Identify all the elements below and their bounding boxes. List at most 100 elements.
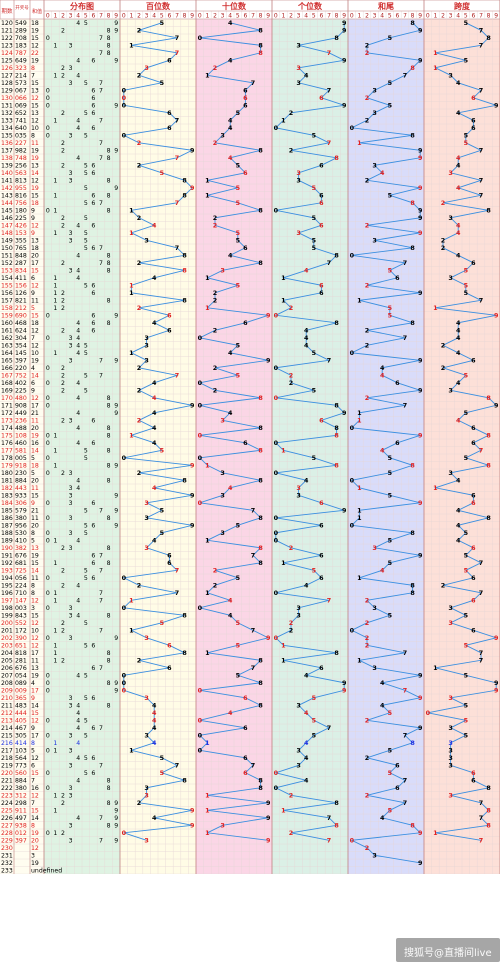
trend-mark: 0 — [122, 101, 127, 109]
distribution-mark: 8 — [107, 253, 111, 260]
draw-number: 230 — [15, 470, 27, 477]
draw-number: 483 — [15, 703, 27, 710]
distribution-mark: 5 — [84, 755, 88, 762]
trend-mark: 8 — [258, 26, 263, 34]
trend-mark: 1 — [205, 71, 209, 79]
distribution-mark: 5 — [84, 718, 88, 725]
digit-header: 7 — [479, 13, 483, 20]
distribution-mark: 0 — [46, 313, 50, 320]
distribution-mark: 5 — [84, 388, 88, 395]
sum-value: 4 — [31, 680, 35, 687]
trend-mark: 3 — [448, 169, 452, 177]
distribution-mark: 9 — [114, 680, 118, 687]
distribution-mark: 9 — [114, 838, 118, 845]
draw-number: 236 — [15, 418, 27, 425]
distribution-mark: 4 — [76, 320, 80, 327]
distribution-mark: 9 — [114, 800, 118, 807]
trend-mark: 8 — [258, 424, 263, 432]
sum-value: 11 — [31, 298, 39, 305]
sum-value: 12 — [31, 635, 39, 642]
sum-value: 8 — [31, 65, 35, 72]
distribution-mark: 5 — [84, 575, 88, 582]
trend-mark: 8 — [410, 199, 415, 207]
trend-mark: 8 — [258, 259, 263, 267]
sum-value: 18 — [31, 245, 39, 252]
distribution-mark: 4 — [76, 710, 80, 717]
trend-mark: 7 — [403, 259, 407, 267]
trend-mark: 2 — [365, 49, 369, 57]
trend-mark: 7 — [327, 49, 331, 57]
sum-value: 7 — [31, 335, 35, 342]
trend-mark: 1 — [205, 176, 209, 184]
sum-value: 8 — [31, 590, 35, 597]
sum-value: 18 — [31, 200, 39, 207]
trend-mark: 5 — [464, 139, 468, 147]
trend-mark: 4 — [456, 319, 461, 327]
distribution-mark: 3 — [69, 230, 73, 237]
period-label: 210 — [1, 695, 13, 702]
period-label: 205 — [1, 658, 13, 665]
trend-mark: 3 — [144, 236, 148, 244]
trend-mark: 4 — [380, 701, 385, 709]
trend-mark: 1 — [129, 746, 133, 754]
distribution-mark: 7 — [99, 200, 103, 207]
trend-mark: 5 — [464, 731, 468, 739]
period-label: 152 — [1, 260, 13, 267]
draw-number: 530 — [15, 530, 27, 537]
sum-value: 4 — [31, 365, 35, 372]
trend-mark: 1 — [205, 274, 209, 282]
trend-mark: 5 — [236, 199, 240, 207]
distribution-mark: 8 — [107, 425, 111, 432]
digit-header: 0 — [426, 13, 430, 20]
period-label: 200 — [1, 620, 13, 627]
trend-mark: 9 — [266, 356, 271, 364]
distribution-mark: 4 — [76, 73, 80, 80]
trend-mark: 5 — [312, 244, 316, 252]
trend-mark: 3 — [448, 694, 452, 702]
distribution-mark: 6 — [91, 755, 95, 762]
trend-mark: 1 — [205, 649, 209, 657]
distribution-mark: 1 — [53, 808, 57, 815]
period-label: 168 — [1, 380, 13, 387]
trend-mark: 1 — [205, 191, 209, 199]
distribution-mark: 0 — [46, 770, 50, 777]
period-label: 145 — [1, 208, 13, 215]
sum-value: 5 — [31, 305, 35, 312]
trend-mark: 3 — [296, 176, 300, 184]
trend-mark: 8 — [410, 244, 415, 252]
digit-header: 0 — [274, 13, 278, 20]
sum-value: 12 — [31, 283, 39, 290]
period-label: 190 — [1, 545, 13, 552]
trend-mark: 6 — [243, 101, 248, 109]
distribution-mark: 3 — [69, 238, 73, 245]
distribution-mark: 7 — [99, 50, 103, 57]
trend-mark: 6 — [471, 439, 476, 447]
trend-mark: 0 — [198, 431, 203, 439]
distribution-mark: 8 — [107, 703, 111, 710]
trend-mark: 1 — [281, 559, 285, 567]
period-label: 169 — [1, 388, 13, 395]
trend-mark: 7 — [403, 686, 407, 694]
trend-mark: 3 — [220, 469, 224, 477]
trend-mark: 0 — [198, 499, 203, 507]
trend-mark: 3 — [144, 784, 148, 792]
trend-mark: 3 — [296, 64, 300, 72]
digit-header: 1 — [129, 13, 133, 20]
trend-mark: 5 — [312, 131, 316, 139]
sum-value: 11 — [31, 418, 39, 425]
draw-number: 690 — [15, 313, 27, 320]
trend-mark: 6 — [167, 551, 172, 559]
sum-value: 14 — [31, 373, 39, 380]
period-label: 220 — [1, 770, 13, 777]
trend-mark: 1 — [433, 829, 437, 837]
distribution-mark: 1 — [53, 305, 57, 312]
distribution-mark: 6 — [91, 320, 95, 327]
sum-value: 11 — [31, 515, 39, 522]
trend-mark: 2 — [365, 41, 369, 49]
period-label: 165 — [1, 358, 13, 365]
distribution-mark: 4 — [76, 328, 80, 335]
distribution-mark: 6 — [91, 695, 95, 702]
trend-mark: 7 — [251, 79, 255, 87]
trend-mark: 3 — [372, 109, 376, 117]
trend-mark: 2 — [365, 596, 369, 604]
